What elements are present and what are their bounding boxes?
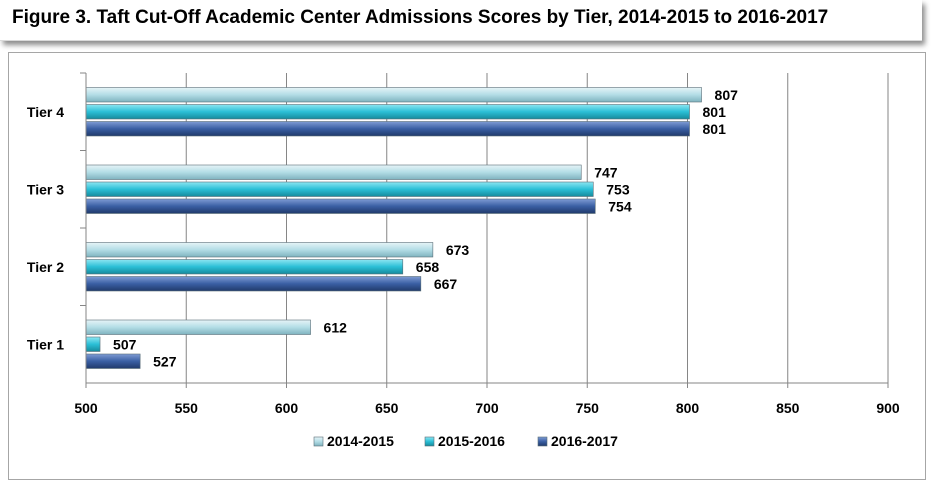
- x-tick-label: 900: [876, 400, 900, 416]
- x-tick-label: 700: [475, 400, 499, 416]
- legend: 2014-2015 2015-2016 2016-2017: [313, 433, 618, 449]
- legend-label: 2014-2015: [327, 433, 394, 449]
- legend-swatch: [537, 436, 548, 447]
- data-label: 801: [703, 104, 727, 120]
- data-label: 507: [113, 336, 137, 352]
- bar: [85, 353, 141, 369]
- bar: [85, 259, 404, 275]
- y-category-label: Tier 4: [27, 104, 64, 120]
- bar: [85, 104, 690, 120]
- data-label: 673: [446, 242, 470, 258]
- y-category-label: Tier 2: [27, 259, 64, 275]
- bar: [85, 198, 596, 214]
- bar: [85, 276, 422, 292]
- y-category-label: Tier 1: [27, 336, 64, 352]
- axes: 500 550 600 650 700 750 800 850 900 Tier 1 Tier 2 T…: [27, 72, 900, 416]
- data-label: 612: [324, 319, 348, 335]
- y-category-label: Tier 3: [27, 181, 64, 197]
- bar: [85, 121, 690, 137]
- legend-swatch: [424, 436, 435, 447]
- x-tick-label: 850: [776, 400, 800, 416]
- data-label: 658: [416, 259, 440, 275]
- bar: [85, 181, 594, 197]
- legend-label: 2015-2016: [438, 433, 505, 449]
- data-label: 801: [703, 121, 727, 137]
- x-tick-label: 500: [74, 400, 98, 416]
- bar: [85, 336, 101, 352]
- bar: [85, 87, 702, 103]
- gridlines: [185, 73, 889, 383]
- data-label: 753: [606, 181, 630, 197]
- chart-title: Figure 3. Taft Cut-Off Academic Center A…: [12, 7, 829, 28]
- data-label: 747: [594, 164, 618, 180]
- bar: [85, 242, 434, 258]
- x-tick-label: 750: [576, 400, 600, 416]
- bar: [85, 319, 311, 335]
- x-tick-label: 650: [375, 400, 399, 416]
- x-tick-label: 600: [275, 400, 299, 416]
- data-label: 807: [715, 87, 739, 103]
- bar: [85, 164, 582, 180]
- data-label: 667: [434, 276, 458, 292]
- x-tick-label: 550: [175, 400, 199, 416]
- data-label: 527: [153, 353, 177, 369]
- data-label: 754: [608, 198, 632, 214]
- legend-swatch: [313, 436, 324, 447]
- legend-label: 2016-2017: [551, 433, 618, 449]
- x-tick-label: 800: [676, 400, 700, 416]
- title-box: Figure 3. Taft Cut-Off Academic Center A…: [0, 0, 922, 41]
